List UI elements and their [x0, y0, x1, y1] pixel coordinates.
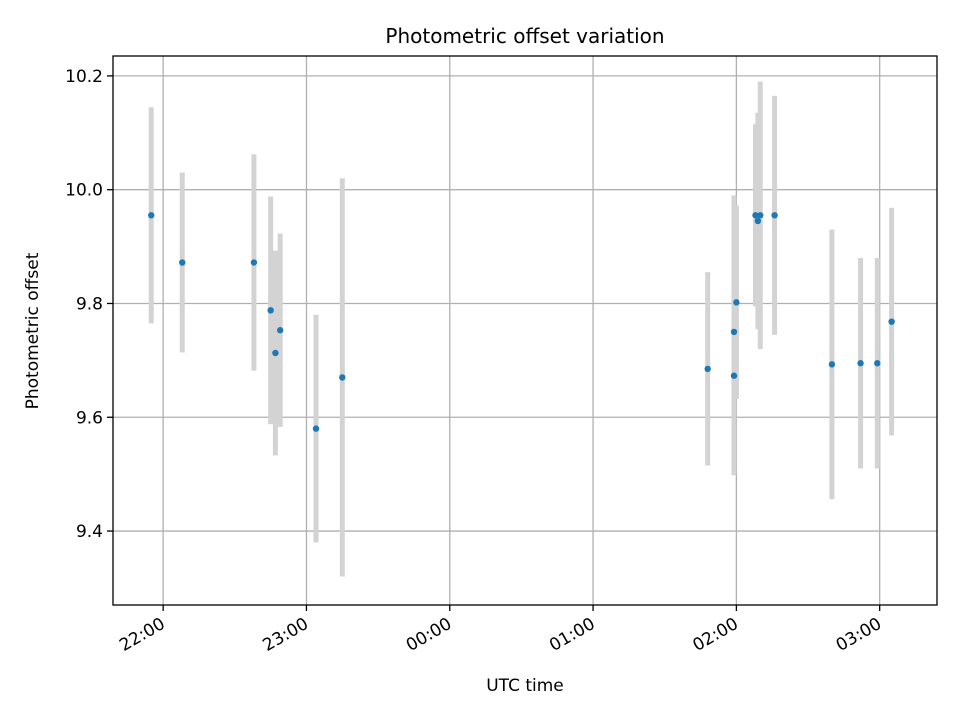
y-tick-label: 9.8	[76, 294, 103, 314]
data-point	[757, 212, 764, 219]
data-point	[250, 259, 258, 266]
data-point	[267, 307, 274, 314]
data-point	[148, 212, 155, 219]
grid-lines	[113, 56, 937, 605]
x-tick-label: 00:00	[403, 614, 455, 656]
data-point	[888, 318, 895, 325]
data-points	[148, 212, 895, 432]
data-point	[874, 360, 881, 367]
data-point	[179, 259, 186, 266]
x-tick-label: 02:00	[689, 614, 741, 656]
data-point	[730, 328, 738, 336]
y-tick-label: 10.0	[65, 181, 103, 201]
data-point	[272, 349, 279, 357]
data-point	[312, 425, 320, 432]
data-point	[771, 212, 778, 219]
data-point	[857, 360, 864, 367]
y-tick-label: 10.2	[65, 67, 103, 87]
y-tick-label: 9.4	[76, 522, 103, 542]
error-bars	[148, 81, 895, 577]
data-point	[828, 361, 836, 368]
data-point	[276, 327, 284, 334]
data-point	[730, 372, 738, 379]
x-tick-label: 23:00	[260, 614, 312, 656]
y-axis-ticks: 9.4 9.6 9.8 10.0 10.2	[65, 67, 113, 542]
data-point	[339, 374, 346, 381]
y-tick-label: 9.6	[76, 408, 103, 428]
data-point	[704, 365, 711, 373]
x-tick-label: 03:00	[833, 614, 885, 656]
data-point	[733, 299, 740, 306]
x-tick-label: 01:00	[546, 614, 598, 656]
plot-frame	[112, 55, 938, 606]
y-axis-label: Photometric offset	[23, 252, 43, 409]
x-tick-label: 22:00	[116, 614, 168, 656]
data-point	[754, 217, 762, 225]
x-axis-label: UTC time	[486, 676, 564, 696]
x-axis-ticks: 22:00 23:00 00:00 01:00 02:00 03:00	[116, 605, 885, 656]
data-point	[752, 212, 759, 219]
chart-title: Photometric offset variation	[385, 24, 664, 48]
